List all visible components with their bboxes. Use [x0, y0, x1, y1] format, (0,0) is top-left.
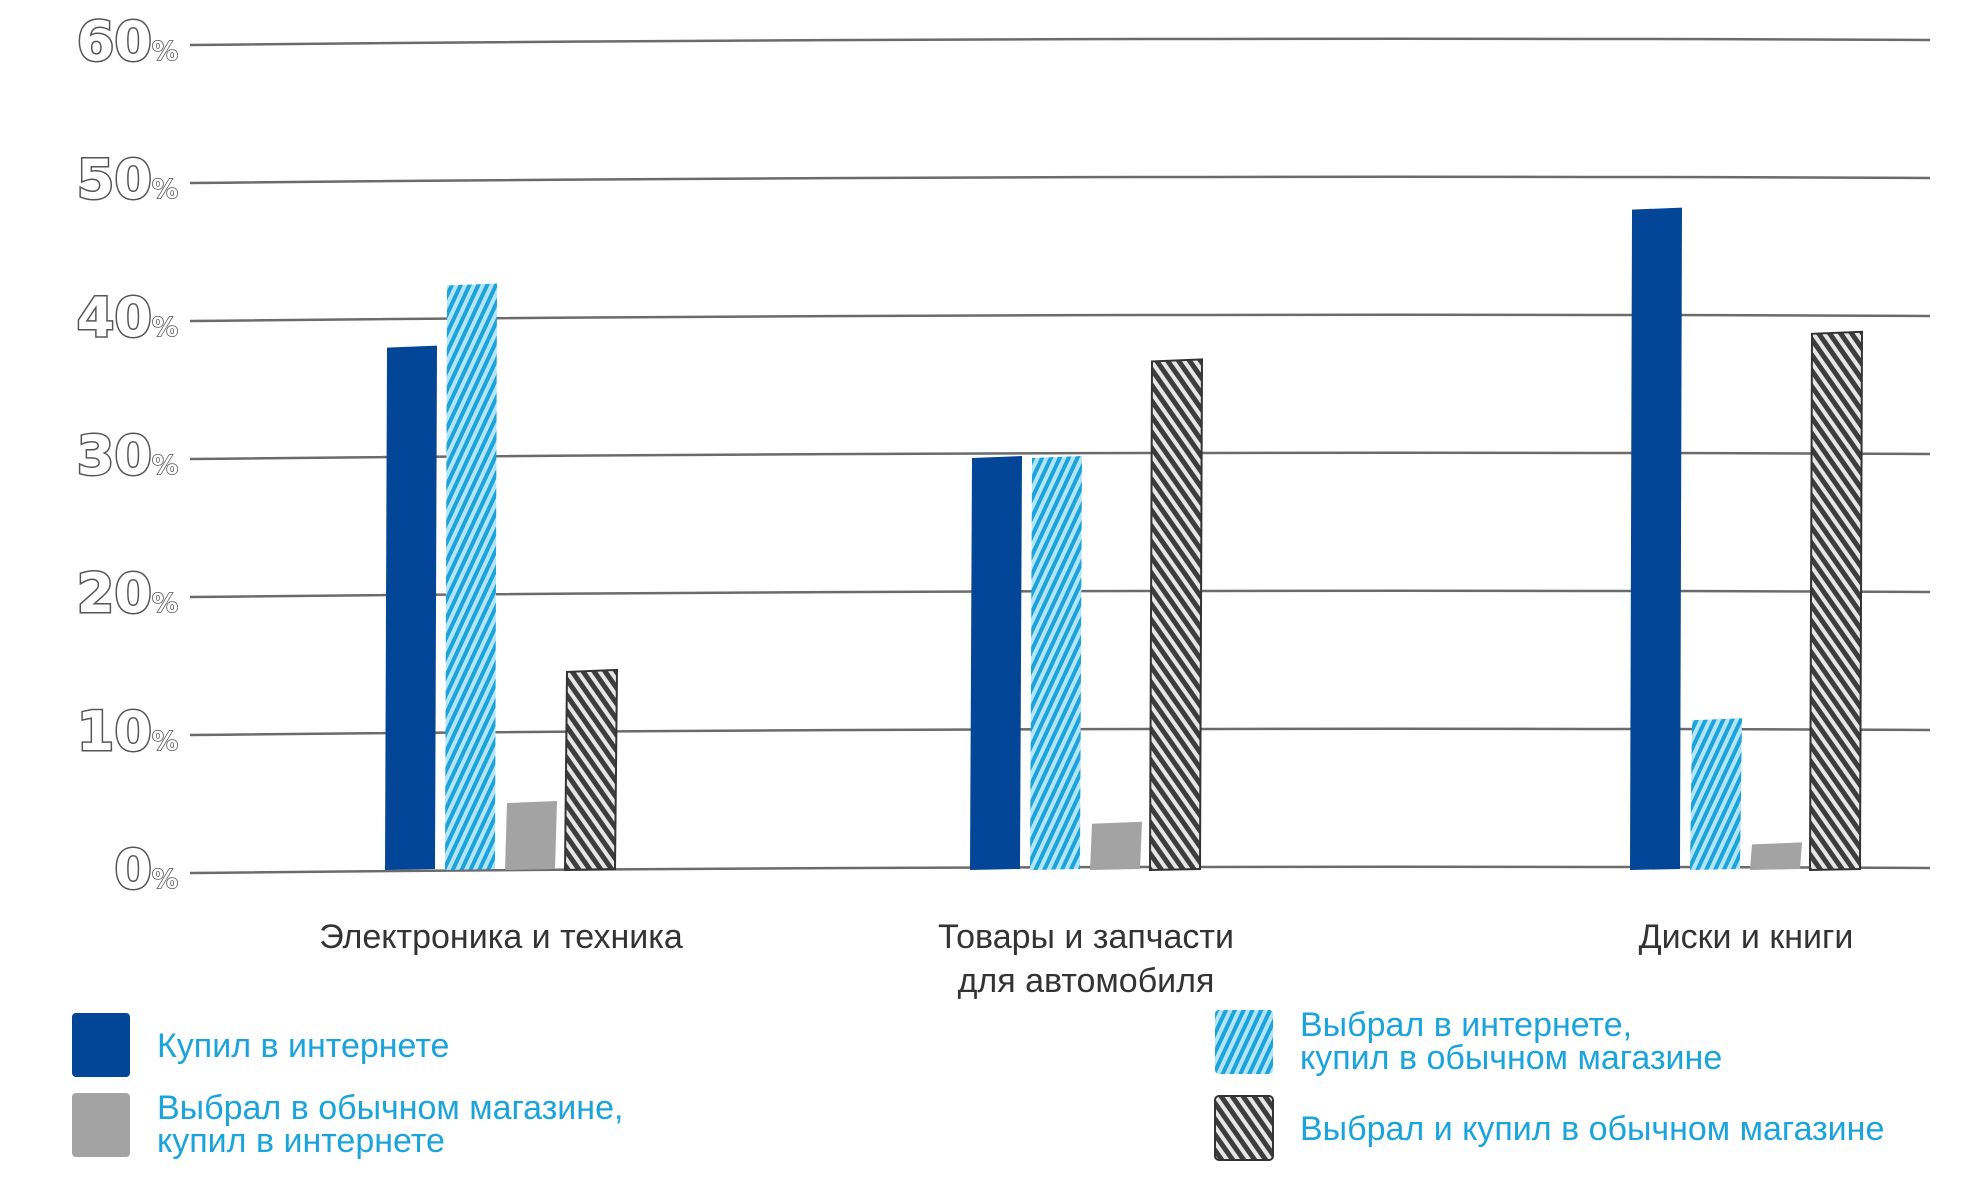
legend-swatch-4 — [1214, 1095, 1274, 1161]
y-tick-label-40: 40% — [77, 286, 178, 349]
bar-s1-c3 — [1630, 207, 1682, 871]
bar-s3-c1 — [505, 801, 557, 870]
gridline-60 — [189, 37, 1931, 47]
y-tick-unit: % — [152, 865, 178, 895]
legend: Купил в интернете Выбрал в интернете, купи… — [72, 1006, 1884, 1161]
y-tick-unit: % — [152, 313, 178, 343]
y-tick-unit: % — [152, 727, 178, 757]
y-tick-label-0: 0% — [114, 838, 178, 901]
bar-s2-c3 — [1690, 718, 1742, 870]
bar-s2-c2 — [1030, 456, 1082, 870]
y-tick-unit: % — [152, 175, 178, 205]
legend-swatch-3 — [72, 1093, 130, 1157]
gridline-50 — [189, 175, 1931, 185]
bar-s4-c1 — [563, 668, 619, 872]
category-labels: Электроника и техника Товары и запчасти дл… — [319, 918, 1853, 1000]
y-axis-ticks: 0% 10% 20% 30% 40% 50% 60% — [75, 9, 179, 903]
bar-s1-c2 — [970, 456, 1022, 870]
legend-label-1: Купил в интернете — [157, 1027, 449, 1065]
y-tick-label-30: 30% — [77, 424, 178, 487]
legend-label-2: Выбрал в интернете, купил в обычном магаз… — [1300, 1006, 1722, 1077]
bar-s4-c3 — [1808, 330, 1864, 872]
bar-s4-c2 — [1148, 358, 1204, 872]
bar-s2-c1 — [445, 283, 497, 870]
legend-swatch-2 — [1215, 1010, 1273, 1074]
category-label-1: Электроника и техника — [319, 918, 683, 956]
legend-label-3: Выбрал в обычном магазине, купил в интерн… — [157, 1089, 623, 1160]
legend-swatch-1 — [72, 1013, 130, 1077]
y-tick-unit: % — [152, 37, 178, 67]
y-tick-label-10: 10% — [77, 700, 178, 763]
bar-s1-c1 — [385, 345, 437, 871]
category-label-3: Диски и книги — [1639, 918, 1854, 956]
legend-label-4: Выбрал и купил в обычном магазине — [1300, 1110, 1884, 1148]
y-tick-label-50: 50% — [77, 148, 178, 211]
bar-s3-c2 — [1090, 821, 1142, 870]
y-tick-unit: % — [152, 589, 178, 619]
y-tick-label-20: 20% — [77, 562, 178, 625]
bars — [385, 207, 1864, 872]
category-label-2: Товары и запчасти для автомобиля — [938, 918, 1234, 1000]
bar-s3-c3 — [1750, 842, 1802, 870]
y-tick-unit: % — [152, 451, 178, 481]
y-tick-label-60: 60% — [77, 10, 178, 73]
